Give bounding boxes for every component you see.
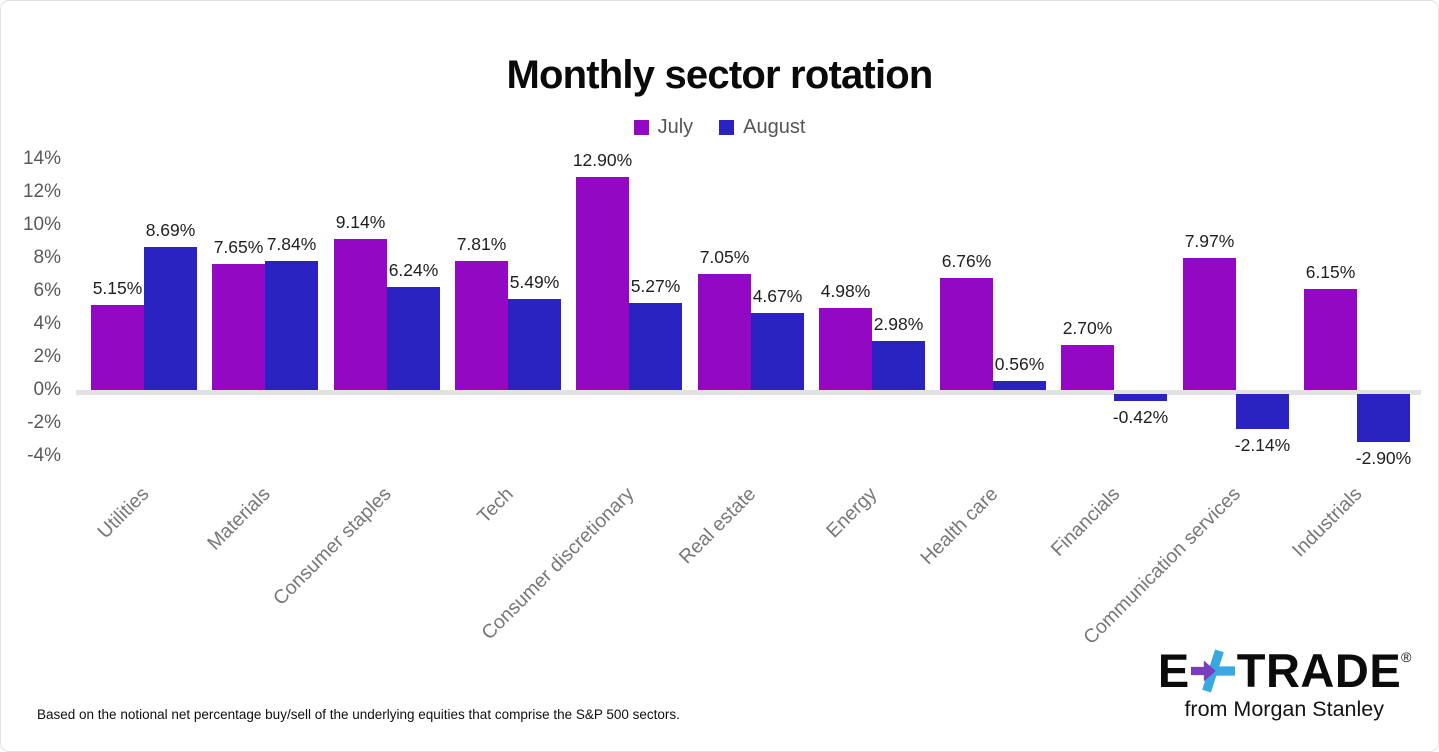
legend-label-july: July bbox=[657, 116, 694, 138]
registered-mark: ® bbox=[1401, 649, 1412, 665]
category-label: Industrials bbox=[1288, 483, 1367, 562]
category-label: Tech bbox=[472, 483, 518, 528]
value-label: 7.84% bbox=[266, 234, 317, 254]
legend-swatch-july bbox=[633, 120, 649, 135]
value-label: 5.49% bbox=[509, 272, 560, 292]
legend-item-august: August bbox=[719, 116, 805, 139]
value-label: -2.14% bbox=[1234, 435, 1291, 455]
value-label: 6.24% bbox=[388, 260, 439, 280]
logo-word-trade: TRADE bbox=[1236, 644, 1402, 697]
bar-august-0 bbox=[144, 247, 197, 390]
y-tick-label: -4% bbox=[27, 445, 61, 466]
bar-july-2 bbox=[334, 239, 387, 390]
etrade-star-icon bbox=[1190, 648, 1235, 693]
value-label: 12.90% bbox=[572, 150, 633, 170]
bar-july-9 bbox=[1183, 258, 1236, 390]
value-label: 7.97% bbox=[1184, 231, 1235, 251]
value-label: 2.98% bbox=[873, 314, 924, 334]
category-label: Energy bbox=[822, 483, 882, 543]
bar-august-8 bbox=[1114, 394, 1167, 401]
category-label: Financials bbox=[1046, 483, 1124, 561]
chart-region: 14% 12% 10% 8% 6% 4% 2% 0% -2% -4% 5.15% 8.69% Util… bbox=[1, 148, 1438, 711]
plot-area: 5.15% 8.69% Utilities 7.65% 7.84% Materials 9.… bbox=[76, 150, 1421, 711]
bar-july-10 bbox=[1304, 289, 1357, 390]
chart-title: Monthly sector rotation bbox=[506, 53, 933, 97]
bar-august-6 bbox=[872, 341, 925, 390]
footnote: Based on the notional net percentage buy… bbox=[37, 707, 680, 722]
y-tick-label: 12% bbox=[22, 181, 61, 202]
bar-july-6 bbox=[819, 308, 872, 390]
bar-july-4 bbox=[576, 177, 629, 390]
legend-item-july: July bbox=[633, 116, 694, 139]
value-label: 7.05% bbox=[699, 247, 750, 267]
value-label: 0.56% bbox=[994, 354, 1045, 374]
y-tick-label: 8% bbox=[33, 247, 61, 268]
value-label: -2.90% bbox=[1355, 448, 1412, 468]
etrade-logo: E TRADE ® from Morgan Stanley bbox=[1158, 647, 1412, 722]
bar-august-5 bbox=[751, 313, 804, 390]
bar-august-10 bbox=[1357, 394, 1410, 442]
zero-baseline bbox=[76, 390, 1421, 395]
bar-august-3 bbox=[508, 299, 561, 390]
value-label: 9.14% bbox=[335, 212, 386, 232]
legend-label-august: August bbox=[743, 116, 806, 138]
legend: July August bbox=[1, 116, 1438, 139]
value-label: 4.67% bbox=[752, 286, 803, 306]
value-label: 7.81% bbox=[456, 234, 507, 254]
bar-august-2 bbox=[387, 287, 440, 390]
bar-august-4 bbox=[629, 303, 682, 390]
star-arrow bbox=[1190, 659, 1216, 682]
bar-july-7 bbox=[940, 278, 993, 390]
legend-swatch-august bbox=[719, 120, 735, 135]
bar-august-1 bbox=[265, 261, 318, 390]
logo-wordmark: E TRADE ® bbox=[1158, 647, 1412, 694]
bar-august-9 bbox=[1236, 394, 1289, 429]
logo-tagline: from Morgan Stanley bbox=[1184, 697, 1384, 721]
bar-july-1 bbox=[212, 264, 265, 390]
bar-july-0 bbox=[91, 305, 144, 390]
value-label: 4.98% bbox=[820, 281, 871, 301]
value-label: 6.76% bbox=[941, 251, 992, 271]
y-axis: 14% 12% 10% 8% 6% 4% 2% 0% -2% -4% bbox=[1, 148, 63, 711]
category-label: Utilities bbox=[93, 483, 154, 543]
y-tick-label: 6% bbox=[33, 280, 61, 301]
value-label: 2.70% bbox=[1062, 318, 1113, 338]
y-tick-label: 0% bbox=[33, 379, 61, 400]
y-tick-label: 14% bbox=[22, 148, 61, 169]
value-label: 5.27% bbox=[630, 276, 681, 296]
bar-july-5 bbox=[698, 274, 751, 390]
y-tick-label: -2% bbox=[27, 412, 61, 433]
category-label: Health care bbox=[916, 483, 1003, 570]
value-label: 7.65% bbox=[213, 237, 264, 257]
bar-july-8 bbox=[1061, 345, 1114, 390]
value-label: 8.69% bbox=[145, 220, 196, 240]
value-label: 5.15% bbox=[92, 278, 143, 298]
value-label: 6.15% bbox=[1305, 262, 1356, 282]
category-label: Real estate bbox=[674, 483, 761, 569]
logo-letter-e: E bbox=[1157, 644, 1190, 697]
bar-august-7 bbox=[993, 381, 1046, 390]
bar-july-3 bbox=[455, 261, 508, 390]
category-label: Materials bbox=[203, 483, 275, 555]
value-label: -0.42% bbox=[1112, 407, 1169, 427]
y-tick-label: 4% bbox=[33, 313, 61, 334]
y-tick-label: 2% bbox=[33, 346, 61, 367]
y-tick-label: 10% bbox=[22, 214, 61, 235]
category-label: Consumer staples bbox=[269, 483, 397, 610]
